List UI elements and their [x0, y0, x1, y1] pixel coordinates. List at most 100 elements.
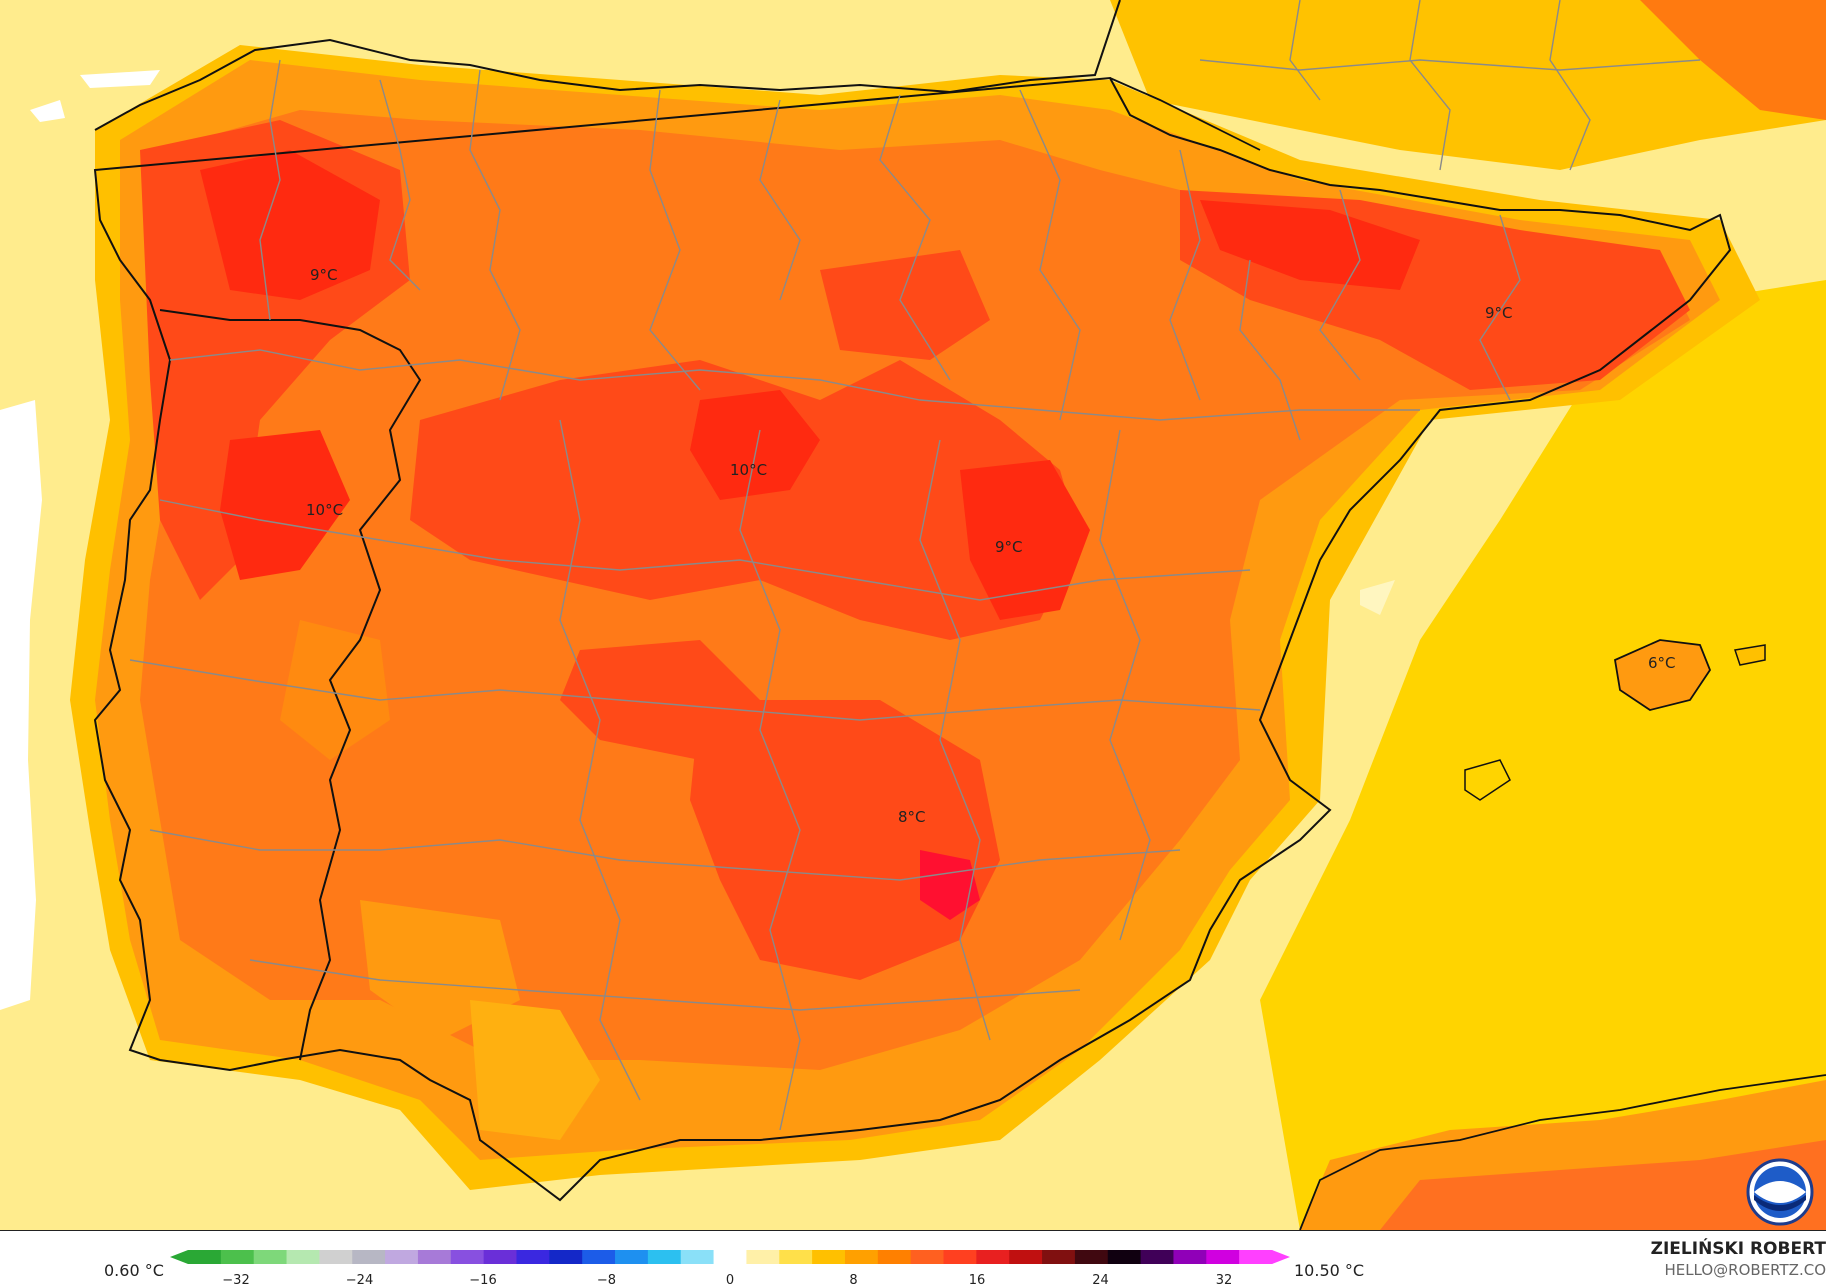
- legend-swatch: [615, 1250, 649, 1264]
- legend-swatch: [680, 1250, 715, 1264]
- province-border: [169, 349, 1420, 421]
- legend-swatch: [976, 1250, 1010, 1264]
- legend-swatch: [188, 1250, 222, 1264]
- france-warm-zone: [1110, 0, 1826, 170]
- province-border: [159, 499, 1251, 601]
- legend-swatch: [286, 1250, 320, 1264]
- legend-swatch: [910, 1250, 945, 1264]
- temp-label-catalonia: 9°C: [1485, 304, 1513, 322]
- legend-swatch: [1107, 1250, 1142, 1264]
- province-border: [919, 439, 991, 1041]
- legend-footer: 0.60 °C −32 −24 −16 −8 0 8 16 24 32 10.50 °C ZIE…: [0, 1230, 1826, 1288]
- province-border: [559, 419, 641, 1101]
- central-meseta-core: [410, 360, 1080, 640]
- legend-swatch: [812, 1250, 846, 1264]
- menorca-island: [1734, 644, 1766, 666]
- legend-swatch: [450, 1250, 485, 1264]
- andalusia-core: [690, 700, 1000, 980]
- temp-label-aragon-south: 9°C: [995, 538, 1023, 556]
- noaa-logo: [1746, 1158, 1814, 1226]
- legend-swatch: [352, 1250, 386, 1264]
- map-canvas: 9°C 10°C 10°C 9°C 9°C 6°C 8°C: [0, 0, 1826, 1231]
- legend-swatch: [319, 1250, 353, 1264]
- legend-swatch: [253, 1250, 288, 1264]
- legend-swatch: [1042, 1250, 1076, 1264]
- legend-swatch: [1009, 1250, 1043, 1264]
- legend-min-label: 0.60 °C: [104, 1261, 164, 1280]
- province-border: [1479, 214, 1521, 401]
- legend-tick-label: 24: [1092, 1273, 1109, 1288]
- legend-swatch: [549, 1250, 583, 1264]
- province-border: [259, 59, 281, 321]
- africa-coastline: [1299, 1074, 1826, 1231]
- atlantic-null-region: [0, 400, 42, 1010]
- iberian-coastline: [93, 0, 1732, 1202]
- province-border: [129, 659, 1261, 721]
- province-border: [1289, 0, 1321, 101]
- legend-tick-label: −8: [596, 1273, 617, 1288]
- province-border: [1199, 59, 1701, 71]
- temp-label-castilla: 10°C: [730, 461, 767, 479]
- legend-swatch: [943, 1250, 977, 1264]
- castilla-hot-core: [690, 390, 820, 500]
- burgos-core: [820, 250, 990, 360]
- france-hot-zone: [1640, 0, 1826, 120]
- legend-swatch: [746, 1250, 780, 1264]
- province-border: [759, 99, 801, 301]
- province-border: [879, 94, 951, 381]
- legend-tick-label: −24: [345, 1273, 374, 1288]
- province-border: [149, 829, 1181, 881]
- province-border: [1319, 189, 1361, 381]
- legend-swatch: [1239, 1250, 1273, 1264]
- legend-tick-label: 32: [1215, 1273, 1233, 1288]
- legend-swatch: [1206, 1250, 1240, 1264]
- legend-swatch: [385, 1250, 419, 1264]
- temperature-map: 9°C 10°C 10°C 9°C 9°C 6°C 8°C: [0, 0, 1826, 1231]
- legend-tick-label: −16: [469, 1273, 497, 1288]
- legend-tick-label: −32: [222, 1273, 250, 1288]
- north-africa-hot-zone: [1380, 1140, 1826, 1230]
- author-email: HELLO@ROBERTZ.CO: [1664, 1261, 1826, 1279]
- legend-swatch: [516, 1250, 550, 1264]
- legend-swatch: [483, 1250, 517, 1264]
- legend-swatch: [582, 1250, 616, 1264]
- province-border: [1099, 429, 1151, 941]
- legend-tick-label: 8: [849, 1273, 858, 1288]
- legend-swatch: [417, 1250, 452, 1264]
- mallorca-island: [1613, 639, 1712, 711]
- legend-tick-label: 0: [725, 1273, 735, 1288]
- temp-label-mallorca: 6°C: [1648, 654, 1676, 672]
- legend-tick-label: 16: [968, 1273, 986, 1288]
- temp-label-portugal-north: 10°C: [306, 501, 343, 519]
- legend-swatch: [220, 1250, 255, 1264]
- author-block: ZIELIŃSKI ROBERT HELLO@ROBERTZ.CO: [1651, 1239, 1826, 1279]
- author-name: ZIELIŃSKI ROBERT: [1650, 1239, 1826, 1259]
- province-borders: [129, 0, 1701, 1131]
- legend-color-bar: [170, 1250, 1290, 1264]
- temp-label-murcia-interior: 8°C: [898, 808, 926, 826]
- legend-swatch: [647, 1250, 682, 1264]
- temp-label-galicia: 9°C: [310, 266, 338, 284]
- legend-left-arrow: [170, 1250, 188, 1264]
- province-border: [739, 429, 801, 1131]
- province-border: [1239, 259, 1301, 441]
- legend-swatch: [713, 1250, 747, 1264]
- province-border: [1019, 89, 1081, 421]
- portugal-hot-core: [220, 430, 350, 580]
- legend-right-arrow: [1272, 1250, 1290, 1264]
- castilla-la-mancha-core: [560, 640, 760, 760]
- murcia-hot-spot: [920, 850, 980, 920]
- province-border: [379, 79, 421, 291]
- cadiz-zone: [470, 1000, 600, 1140]
- pyrenees-hot-core: [1200, 200, 1420, 290]
- galicia-hot-core: [200, 150, 380, 300]
- legend-swatch: [1173, 1250, 1207, 1264]
- legend-swatch: [844, 1250, 879, 1264]
- province-border: [649, 89, 701, 391]
- legend-swatch: [1140, 1250, 1174, 1264]
- legend-swatch: [877, 1250, 912, 1264]
- province-border: [1549, 0, 1591, 171]
- legend-swatch: [1074, 1250, 1109, 1264]
- aragon-hot-core: [960, 460, 1090, 620]
- cold-patch: [80, 70, 160, 88]
